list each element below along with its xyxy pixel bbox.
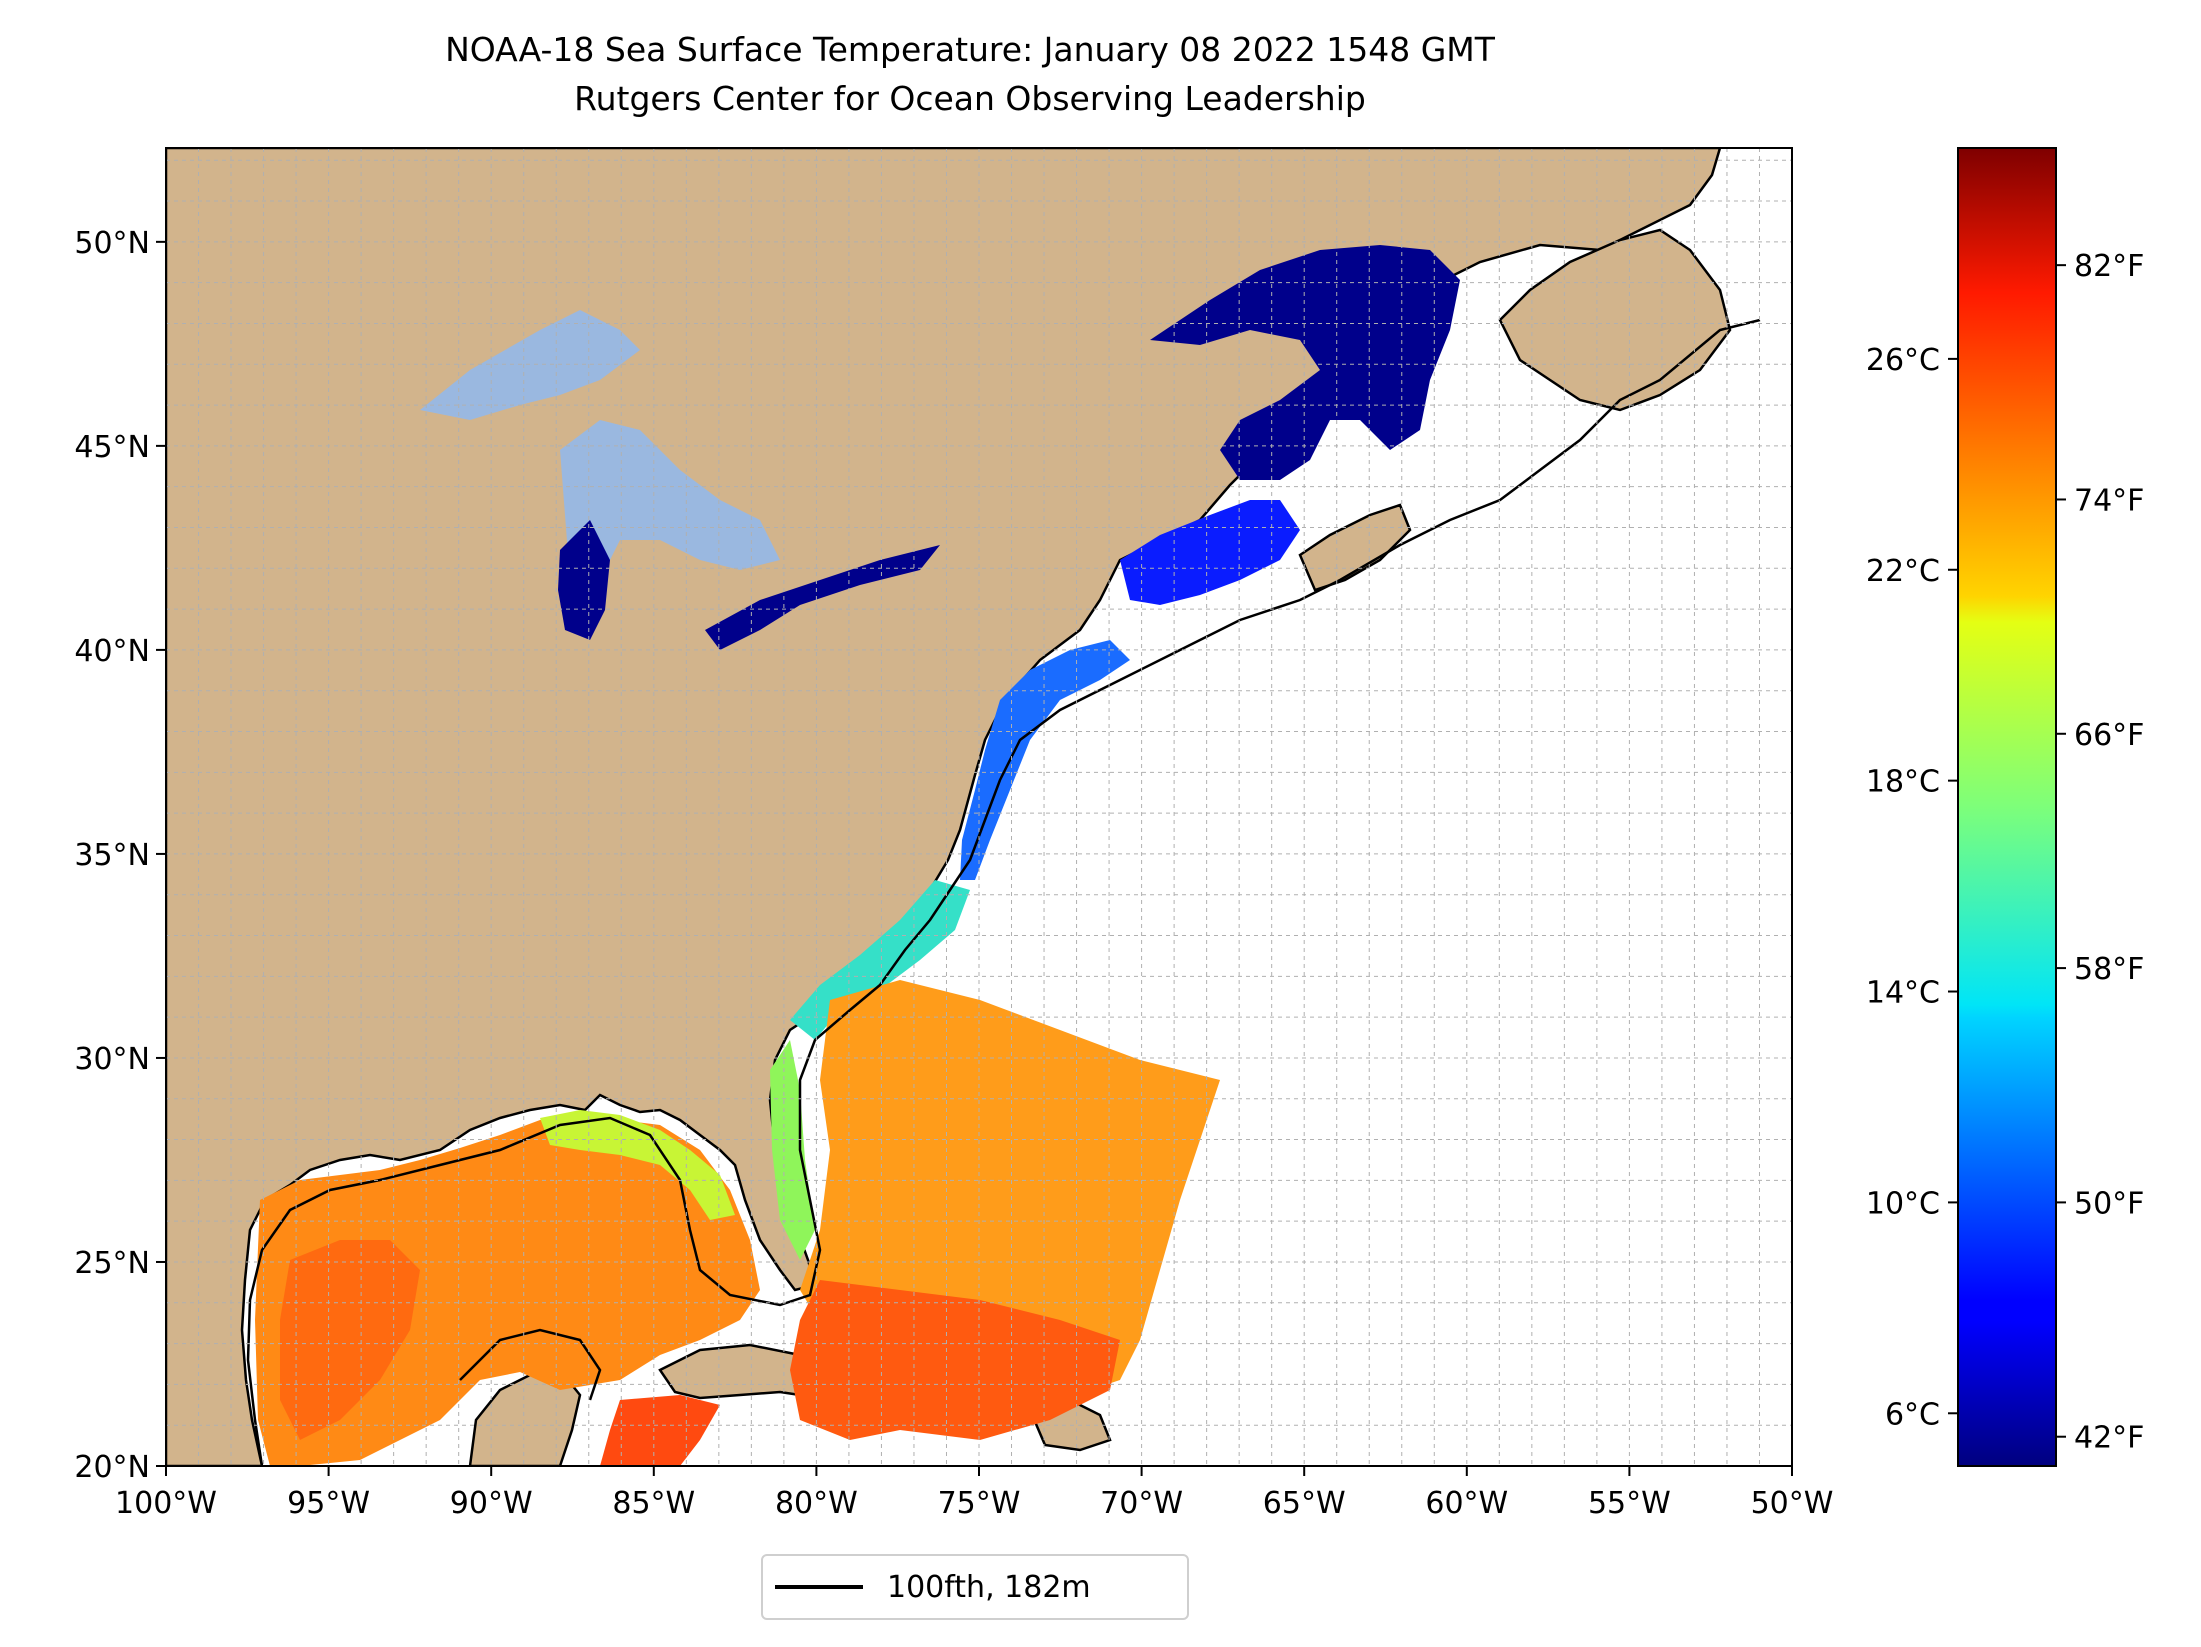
lon-tick-label: 90°W [450, 1486, 533, 1521]
fahrenheit-tick-label: 74°F [2074, 483, 2144, 518]
map-subtitle: Rutgers Center for Ocean Observing Leade… [574, 79, 1366, 118]
sst-gulf-of-maine [1120, 500, 1300, 605]
lat-tick-label: 30°N [74, 1042, 150, 1077]
celsius-tick-label: 6°C [1885, 1397, 1940, 1432]
sst-gulf-st-lawrence [1150, 245, 1460, 480]
fahrenheit-tick-label: 66°F [2074, 718, 2144, 753]
sst-mid-atlantic [960, 640, 1130, 880]
lon-tick-label: 80°W [775, 1486, 858, 1521]
celsius-tick-label: 10°C [1866, 1186, 1940, 1221]
lon-tick-label: 75°W [938, 1486, 1021, 1521]
isobath-gulf-loop [459, 1328, 602, 1401]
isobath-100fth [246, 318, 1761, 1466]
fahrenheit-tick-label: 50°F [2074, 1186, 2144, 1221]
lat-tick-label: 25°N [74, 1246, 150, 1281]
lon-tick-label: 65°W [1263, 1486, 1346, 1521]
fahrenheit-tick-label: 82°F [2074, 249, 2144, 284]
lat-tick-label: 20°N [74, 1450, 150, 1485]
legend-line-swatch [775, 1585, 863, 1589]
fahrenheit-tick-label: 42°F [2074, 1421, 2144, 1456]
sst-florida-shelf [770, 1040, 815, 1260]
lat-tick-label: 40°N [74, 634, 150, 669]
lon-tick-label: 70°W [1100, 1486, 1183, 1521]
latitude-axis: 20°N 25°N 30°N 35°N 40°N 45°N 50°N [74, 226, 166, 1485]
longitude-axis: 100°W 95°W 90°W 85°W 80°W 75°W 70°W 65°W 60°W 55°… [115, 1466, 1833, 1521]
sst-gulf-of-mexico [255, 1115, 760, 1466]
colorbar-celsius-axis: 6°C 10°C 14°C 18°C 22°C 26°C [1866, 343, 1958, 1432]
grid [165, 148, 1793, 1467]
celsius-tick-label: 26°C [1866, 343, 1940, 378]
sst-caribbean [600, 1395, 720, 1466]
colorbar-fahrenheit-axis: 42°F 50°F 58°F 66°F 74°F 82°F [2056, 249, 2144, 1456]
lon-tick-label: 55°W [1588, 1486, 1671, 1521]
sst-gulf-warm-core [280, 1240, 420, 1440]
lat-tick-label: 50°N [74, 226, 150, 261]
fahrenheit-tick-label: 58°F [2074, 952, 2144, 987]
colorbar [1957, 147, 2057, 1467]
sst-gulf-cool-north [540, 1110, 735, 1220]
lat-tick-label: 45°N [74, 430, 150, 465]
legend-label: 100fth, 182m [887, 1569, 1091, 1605]
sst-lake-michigan [558, 520, 610, 640]
lon-tick-label: 100°W [115, 1486, 217, 1521]
lon-tick-label: 85°W [612, 1486, 695, 1521]
sst-atlantic-hot [790, 1280, 1120, 1440]
lake-michigan-huron [560, 420, 780, 600]
map-title: NOAA-18 Sea Surface Temperature: January… [445, 30, 1495, 69]
lake-superior [420, 310, 640, 420]
lat-tick-label: 35°N [74, 838, 150, 873]
legend: 100fth, 182m [761, 1554, 1189, 1620]
lon-tick-label: 60°W [1425, 1486, 1508, 1521]
sst-lake-erie-ontario [705, 545, 940, 650]
land-newfoundland [1498, 228, 1732, 412]
celsius-tick-label: 22°C [1866, 554, 1940, 589]
lon-tick-label: 50°W [1751, 1486, 1834, 1521]
celsius-tick-label: 18°C [1866, 765, 1940, 800]
lon-tick-label: 95°W [287, 1486, 370, 1521]
celsius-tick-label: 14°C [1866, 976, 1940, 1011]
